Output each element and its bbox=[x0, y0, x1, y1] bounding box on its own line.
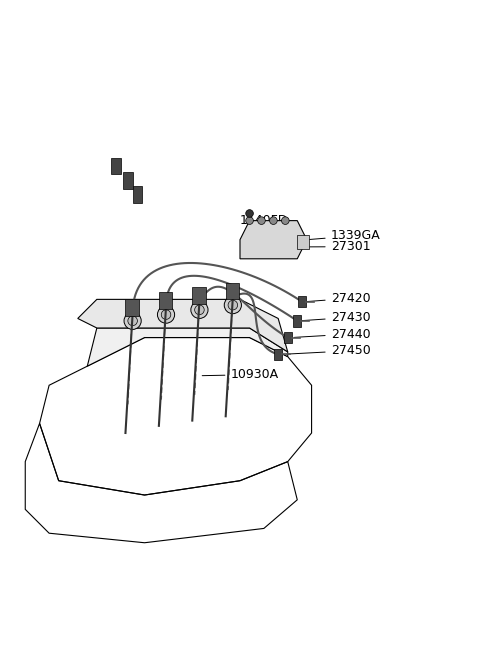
Bar bbox=[226, 283, 239, 299]
Circle shape bbox=[124, 312, 141, 329]
Bar bbox=[123, 172, 132, 189]
Text: 27440: 27440 bbox=[294, 327, 370, 340]
Bar bbox=[293, 315, 301, 327]
Bar bbox=[132, 186, 142, 203]
Bar bbox=[192, 287, 205, 304]
Polygon shape bbox=[240, 220, 307, 259]
Circle shape bbox=[224, 297, 241, 314]
Circle shape bbox=[195, 305, 204, 315]
Polygon shape bbox=[78, 299, 288, 352]
Circle shape bbox=[161, 310, 171, 319]
Bar bbox=[159, 292, 172, 309]
Circle shape bbox=[157, 306, 175, 323]
Bar bbox=[298, 296, 306, 308]
Circle shape bbox=[246, 210, 253, 217]
Text: 27430: 27430 bbox=[301, 311, 370, 324]
Text: 27450: 27450 bbox=[287, 344, 371, 358]
Circle shape bbox=[191, 301, 208, 318]
Circle shape bbox=[128, 316, 137, 325]
Text: 10930A: 10930A bbox=[202, 368, 278, 381]
Text: 27301: 27301 bbox=[310, 240, 370, 253]
Circle shape bbox=[281, 216, 289, 224]
Polygon shape bbox=[87, 328, 288, 366]
Text: 1339GA: 1339GA bbox=[298, 229, 381, 242]
Bar bbox=[284, 332, 291, 343]
Circle shape bbox=[270, 216, 277, 224]
Text: 27420: 27420 bbox=[307, 292, 370, 305]
Bar bbox=[125, 299, 139, 316]
Circle shape bbox=[246, 216, 253, 224]
Bar bbox=[297, 235, 309, 249]
Circle shape bbox=[258, 216, 265, 224]
Bar bbox=[111, 157, 120, 174]
Text: 1140FD: 1140FD bbox=[240, 214, 288, 233]
Circle shape bbox=[228, 300, 238, 310]
Bar bbox=[275, 348, 282, 360]
